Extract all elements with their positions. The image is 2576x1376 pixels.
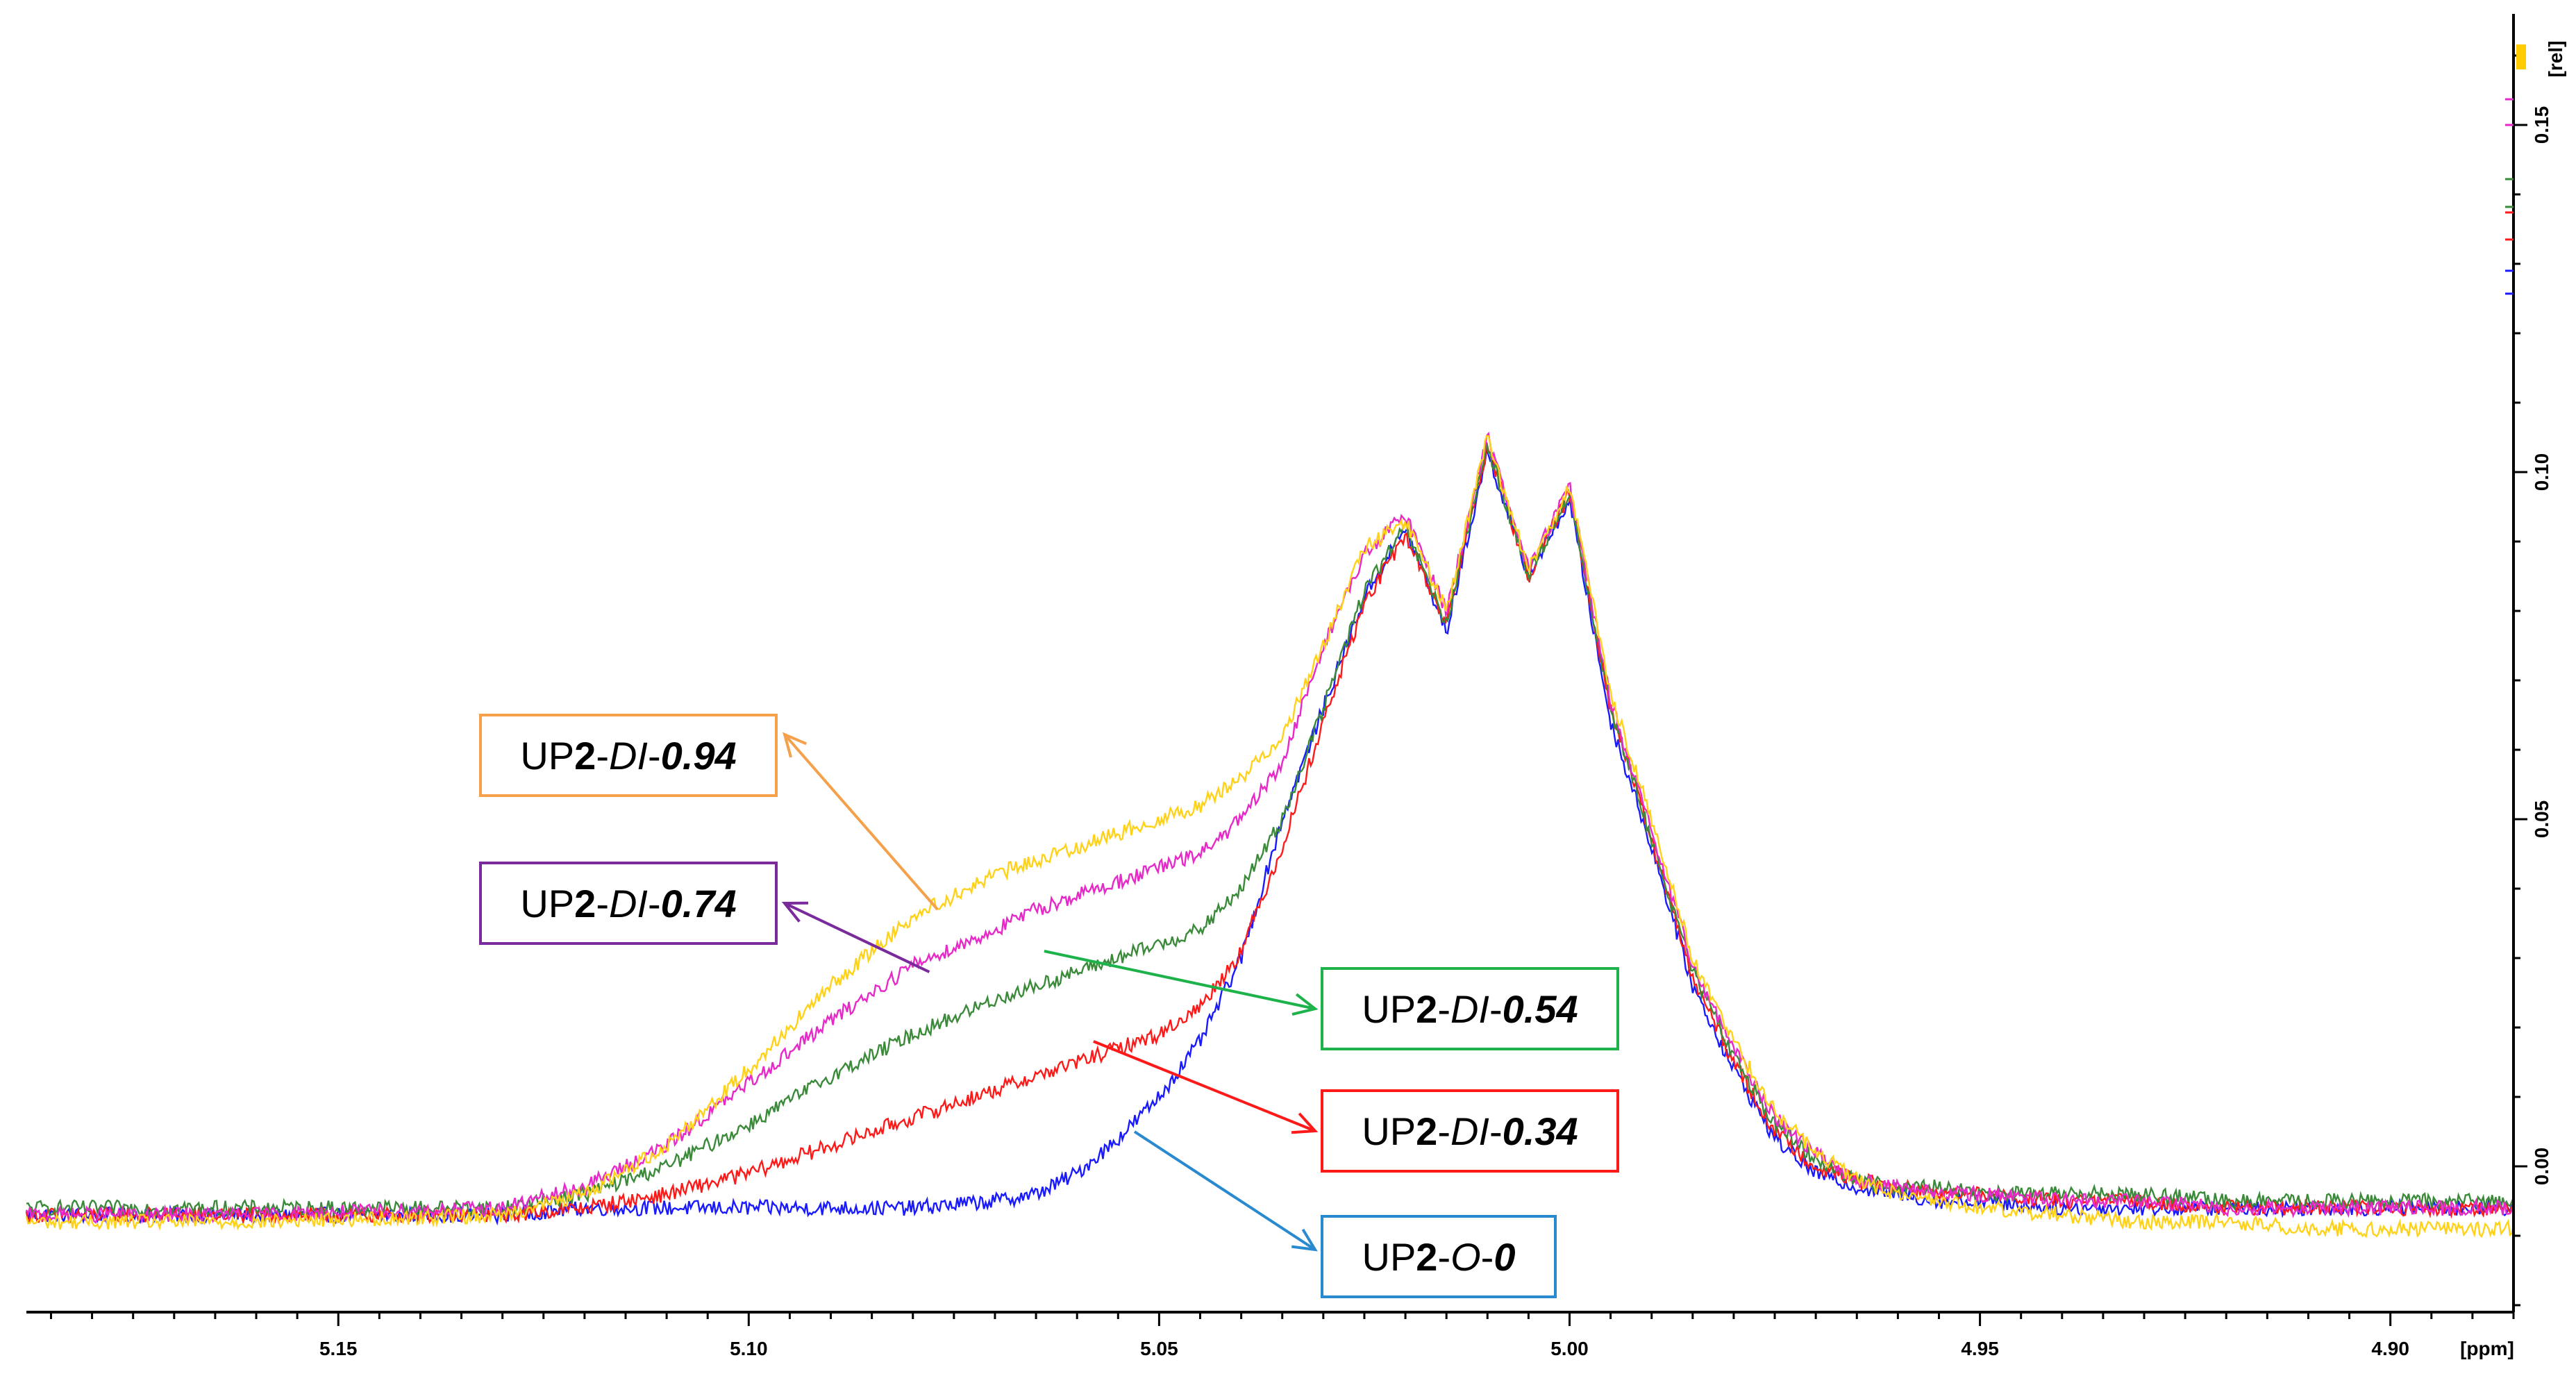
annotation-label-part: 2 [1416,987,1438,1031]
annotation-label-part: O [1450,1234,1481,1279]
x-tick-label: 4.90 [2371,1338,2409,1359]
annotation-label-part: 2 [574,733,596,778]
annotation-arrow [1133,1130,1316,1251]
annotation-label-part: 2 [1416,1109,1438,1153]
annotation-label-part: DI [608,733,648,778]
x-tick-label: 4.95 [1961,1338,1999,1359]
spectrum-traces [25,431,2515,1239]
annotation-label-part: - [1489,987,1503,1031]
annotation-label-part: - [1480,1234,1494,1279]
annotation-arrowhead [1291,993,1319,1016]
annotation-label: UP 2- DI -0.94 [479,714,778,797]
x-tick-label: 5.05 [1140,1338,1178,1359]
x-tick-label: 5.00 [1550,1338,1589,1359]
annotation-label-part: UP [520,881,575,925]
trace-offset-markers [2505,44,2526,295]
annotation-label-part: DI [1450,1109,1489,1153]
annotation-label-part: - [1437,1234,1451,1279]
annotation-arrow [1044,950,1316,1010]
annotation-arrow [783,733,939,911]
annotation-arrowhead [781,901,809,923]
annotation-label: UP 2- DI -0.74 [479,862,778,945]
annotation-label-part: - [1437,987,1450,1031]
x-tick-label: 5.15 [319,1338,358,1359]
annotation-label-part: - [596,881,609,925]
spectrum-trace [26,442,2515,1218]
spectrum-trace [25,448,2514,1226]
annotation-label: UP 2- DI -0.54 [1321,967,1619,1050]
annotation-label-part: DI [608,881,648,925]
annotation-label-part: UP [520,733,575,778]
annotation-arrows [781,732,1319,1252]
annotation-arrowhead [1291,1228,1318,1252]
spectrum-trace [25,442,2515,1225]
annotation-label-part: 0.54 [1502,987,1578,1031]
annotation-label-part: - [596,733,609,778]
annotation-label-part: DI [1450,987,1489,1031]
annotation-label-part: UP [1362,1109,1416,1153]
y-tick-label: 0.00 [2531,1148,2552,1186]
y-axis-ticks: 0.00 0.05 0.10 0.15 [2514,54,2552,1307]
x-axis-ticks: 5.15 5.10 5.05 5.00 4.95 4.90 [49,1312,2515,1359]
x-tick-label: 5.10 [730,1338,768,1359]
annotation-label-part: 2 [1416,1234,1438,1279]
annotation-label-part: - [647,881,661,925]
trace-marker [2516,44,2526,69]
annotation-arrowhead [1291,1112,1319,1134]
annotation-label-part: UP [1362,987,1416,1031]
y-unit-label: [rel] [2545,41,2566,78]
annotation-label-part: 2 [574,881,596,925]
spectrum-trace [25,431,2515,1225]
annotation-arrow [1093,1040,1316,1132]
annotation-label-part: - [1437,1109,1450,1153]
y-tick-label: 0.15 [2531,106,2552,144]
annotation-label-part: UP [1362,1234,1416,1279]
annotation-label-part: 0.34 [1502,1109,1578,1153]
y-tick-label: 0.05 [2531,800,2552,839]
annotation-arrowhead [782,732,808,758]
annotation-arrow [784,902,930,973]
annotation-label-part: - [647,733,661,778]
annotation-label: UP 2- O -0 [1321,1215,1557,1298]
annotation-label-part: 0 [1494,1234,1516,1279]
annotation-label-part: 0.74 [660,881,737,925]
annotation-label-part: 0.94 [660,733,737,778]
y-tick-label: 0.10 [2531,453,2552,492]
spectrum-trace [25,435,2515,1239]
annotation-label: UP 2- DI -0.34 [1321,1089,1619,1173]
annotation-label-part: - [1489,1109,1503,1153]
x-unit-label: [ppm] [2460,1338,2514,1359]
